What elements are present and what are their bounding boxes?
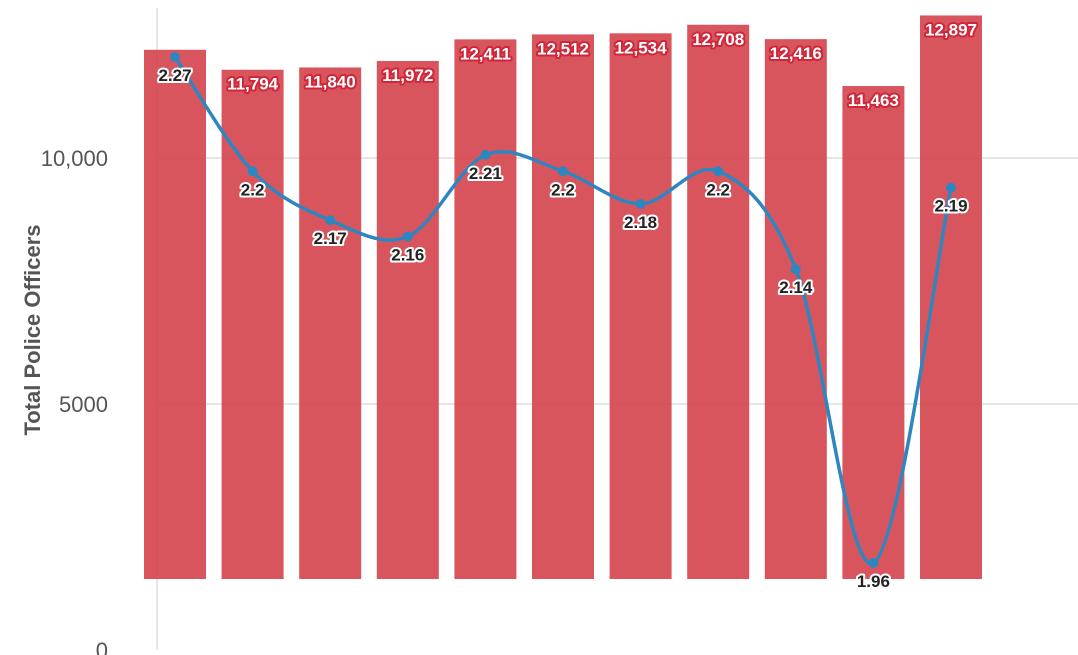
line-value-label: 2.16: [391, 246, 424, 265]
line-value-label: 2.21: [469, 164, 502, 183]
line-point: [868, 558, 879, 568]
bar-value-label: 12,708: [692, 30, 744, 49]
bar-value-label: 11,463: [848, 91, 899, 110]
line-point: [325, 215, 336, 226]
bar-data-labels: 11,794 11,840 11,972 12,411 12,512 12,534 12,7…: [225, 18, 979, 112]
y-axis-ticks: 0 5000 10,000: [41, 146, 108, 655]
line-point: [480, 149, 491, 160]
bar: [144, 49, 206, 579]
line-value-label: 2.19: [934, 197, 967, 216]
line-point: [558, 166, 568, 177]
bar: [764, 39, 827, 579]
line-value-label: 2.2: [551, 180, 575, 199]
line-value-label: 1.96: [857, 572, 890, 591]
bar: [920, 15, 982, 580]
y-axis-title: Total Police Officers: [20, 224, 45, 435]
bar-value-label: 12,416: [770, 44, 822, 63]
bar: [842, 86, 905, 580]
line-point: [170, 52, 180, 62]
line-point: [635, 198, 646, 209]
y-tick-label: 0: [96, 638, 108, 655]
bar-value-label: 11,972: [382, 66, 433, 85]
bar-value-label: 12,512: [537, 39, 589, 58]
bar: [454, 39, 517, 580]
line-series: [170, 52, 956, 568]
bar-value-label: 12,411: [460, 44, 511, 63]
line-value-label: 2.14: [779, 278, 813, 297]
bar-series: [144, 15, 982, 580]
y-tick-label: 5000: [59, 392, 108, 417]
line-value-label: 2.18: [624, 213, 657, 232]
line-point: [247, 166, 258, 177]
line-point: [713, 166, 724, 177]
line-value-label: 2.27: [158, 66, 191, 85]
y-tick-label: 10,000: [41, 146, 108, 171]
line-value-label: 2.17: [314, 229, 347, 248]
bar: [299, 67, 362, 580]
bar-value-label: 12,897: [925, 20, 977, 39]
series-line: [173, 56, 953, 565]
bar: [609, 33, 672, 579]
line-value-label: 2.2: [706, 180, 730, 199]
bar: [221, 69, 284, 579]
bar-value-label: 11,840: [305, 72, 356, 91]
bar-value-label: 11,794: [227, 75, 279, 94]
bar-value-label: 12,534: [615, 38, 668, 57]
bar: [376, 60, 439, 579]
bar: [687, 24, 750, 579]
line-point: [790, 264, 801, 275]
line-point: [946, 182, 956, 193]
line-value-label: 2.2: [241, 180, 265, 199]
line-point: [402, 231, 413, 242]
bar: [532, 34, 594, 579]
line-data-labels: 2.27 2.2 2.17 2.16 2.21 2.2 2.18 2.2 2.14 1.96 2.1…: [156, 64, 969, 593]
